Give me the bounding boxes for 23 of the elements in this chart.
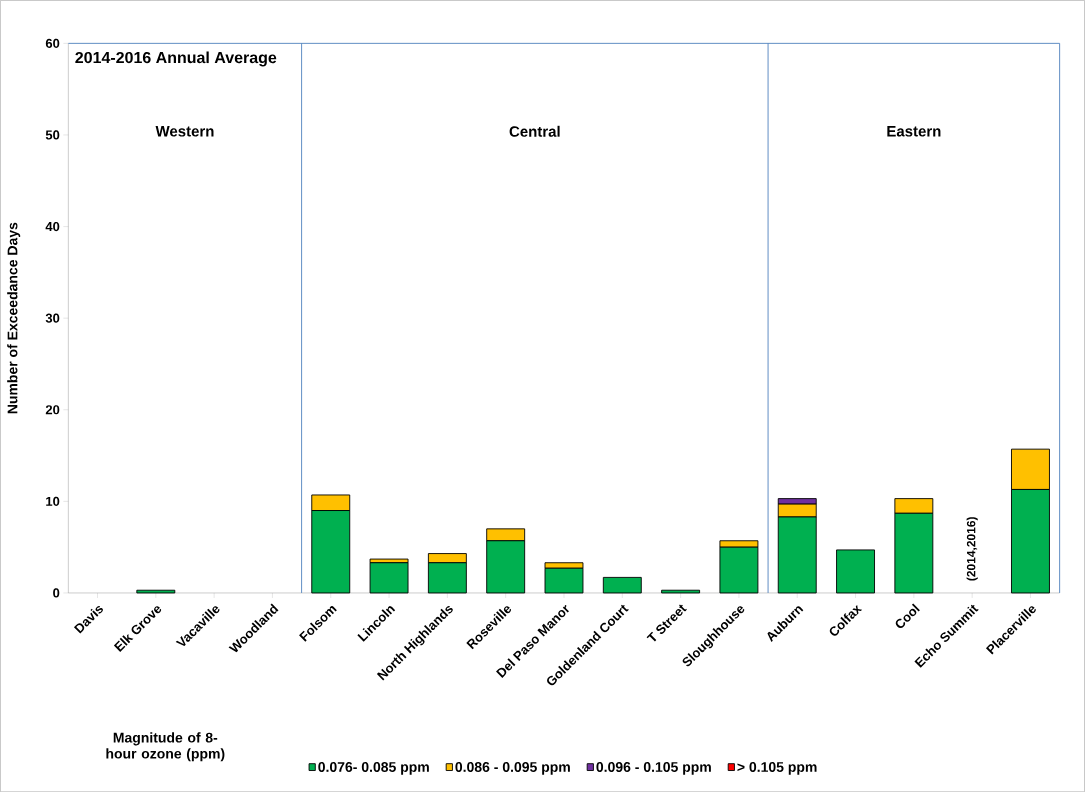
chart-title: 2014-2016 Annual Average [75, 51, 277, 67]
y-tick-label: 40 [45, 221, 60, 232]
y-tick-label: 20 [45, 405, 60, 415]
legend-label: > 0.105 ppm [737, 761, 817, 775]
y-axis-title: Number of Exceedance Days [7, 222, 21, 414]
y-tick-label: 0 [53, 588, 60, 598]
y-tick-label: 30 [45, 313, 60, 323]
legend-title: Magnitude of 8-hour ozone (ppm) [106, 732, 225, 762]
bar [136, 589, 176, 594]
annotation: Western [155, 125, 214, 137]
y-tick-label: 10 [46, 496, 60, 506]
legend-label: 0.086 - 0.095 ppm [455, 761, 570, 775]
bar [836, 549, 875, 594]
legend-label: 0.096 - 0.105 ppm [596, 761, 711, 775]
bar [602, 576, 642, 594]
annotation: (2014,2016) [966, 517, 978, 581]
annotation: Central [509, 125, 560, 137]
y-tick-label: 50 [45, 130, 60, 140]
legend-label: 0.076- 0.085 ppm [318, 761, 429, 775]
y-tick-label: 60 [45, 38, 60, 48]
bar [661, 589, 701, 594]
annotation: Eastern [887, 125, 941, 137]
bar [369, 562, 409, 594]
